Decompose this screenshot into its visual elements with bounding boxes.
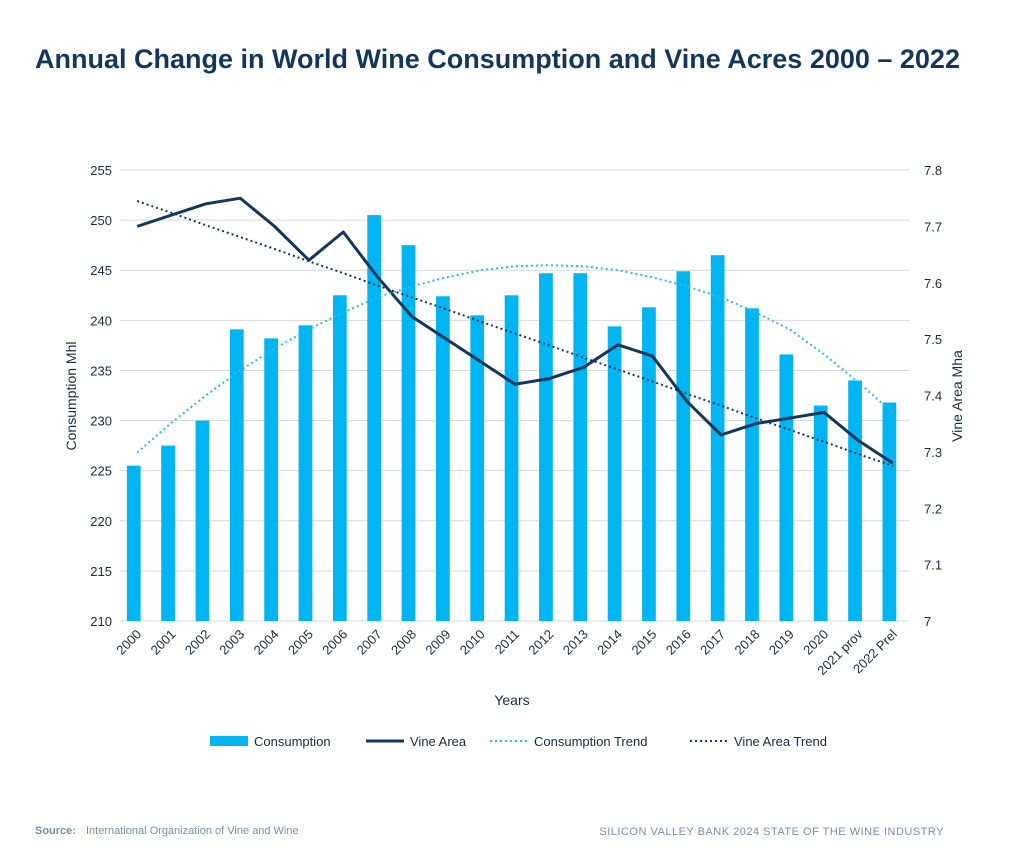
- credit: SILICON VALLEY BANK 2024 STATE OF THE WI…: [599, 826, 944, 838]
- y2-axis-title: Vine Area Mha: [949, 350, 965, 442]
- x-tick-label: 2002: [182, 627, 213, 658]
- x-tick-label: 2004: [251, 627, 282, 658]
- bar: [642, 307, 656, 621]
- y2-tick-label: 7.4: [924, 389, 942, 404]
- bar: [161, 445, 175, 621]
- legend-label: Vine Area: [410, 734, 467, 749]
- x-tick-label: 2016: [663, 627, 694, 658]
- x-tick-label: 2006: [319, 627, 350, 658]
- bar: [229, 329, 244, 621]
- source-label: Source:: [35, 825, 76, 837]
- bar: [848, 380, 862, 621]
- bar: [882, 402, 897, 621]
- y2-tick-label: 7.8: [924, 163, 942, 178]
- bar: [504, 295, 519, 621]
- legend-label: Consumption: [254, 734, 331, 749]
- x-tick-label: 2017: [697, 627, 728, 658]
- x-tick-label: 2005: [285, 627, 316, 658]
- x-tick-label: 2018: [731, 627, 762, 658]
- bar: [710, 255, 725, 621]
- y-tick-label: 245: [90, 263, 112, 278]
- bar: [573, 273, 588, 621]
- x-tick-label: 2019: [766, 627, 797, 658]
- x-axis-title: Years: [494, 692, 529, 708]
- x-tick-label: 2010: [457, 627, 488, 658]
- bar: [195, 420, 210, 621]
- y-tick-label: 215: [90, 564, 112, 579]
- bar: [813, 405, 828, 621]
- y2-tick-label: 7.2: [924, 501, 942, 516]
- x-tick-label: 2014: [594, 627, 625, 658]
- line: [136, 196, 894, 465]
- x-tick-label: 2012: [525, 627, 556, 658]
- bar: [745, 308, 759, 621]
- x-tick-label: 2003: [216, 627, 247, 658]
- bar: [539, 273, 553, 621]
- x-tick-label: 2001: [148, 627, 179, 658]
- legend-swatch: [210, 736, 248, 746]
- y2-tick-label: 7.5: [924, 332, 942, 347]
- legend-label: Consumption Trend: [534, 734, 647, 749]
- x-tick-label: 2000: [113, 627, 144, 658]
- y-axis-title: Consumption Mhl: [63, 342, 79, 451]
- y-tick-label: 220: [90, 514, 112, 529]
- y2-tick-label: 7.3: [924, 445, 942, 460]
- y2-tick-label: 7.7: [924, 219, 942, 234]
- x-tick-label: 2009: [422, 627, 453, 658]
- bar: [779, 354, 794, 621]
- y-tick-label: 240: [90, 313, 112, 328]
- x-tick-label: 2013: [560, 627, 591, 658]
- y2-tick-label: 7.1: [924, 558, 942, 573]
- chart-title: Annual Change in World Wine Consumption …: [35, 44, 960, 74]
- bar: [607, 326, 622, 621]
- y2-tick-label: 7: [924, 614, 931, 629]
- bar: [401, 245, 416, 621]
- y-tick-label: 235: [90, 363, 112, 378]
- y2-tick-label: 7.6: [924, 276, 942, 291]
- y-tick-label: 210: [90, 614, 112, 629]
- x-tick-label: 2015: [628, 627, 659, 658]
- y-tick-label: 230: [90, 414, 112, 429]
- y-tick-label: 250: [90, 213, 112, 228]
- x-tick-label: 2007: [354, 627, 385, 658]
- x-tick-label: 2008: [388, 627, 419, 658]
- bar: [367, 215, 382, 621]
- bar: [126, 465, 141, 621]
- bar: [436, 296, 450, 621]
- x-tick-label: 2011: [492, 627, 522, 657]
- y-tick-label: 225: [90, 464, 112, 479]
- bar: [298, 325, 313, 621]
- trend-line: [136, 200, 894, 467]
- bar: [470, 315, 485, 621]
- bar: [332, 295, 347, 621]
- legend-label: Vine Area Trend: [734, 734, 827, 749]
- bar: [264, 338, 278, 621]
- y-tick-label: 255: [90, 163, 112, 178]
- source: International Organization of Vine and W…: [86, 825, 299, 837]
- x-tick-label: 2020: [800, 627, 831, 658]
- bar: [676, 271, 691, 621]
